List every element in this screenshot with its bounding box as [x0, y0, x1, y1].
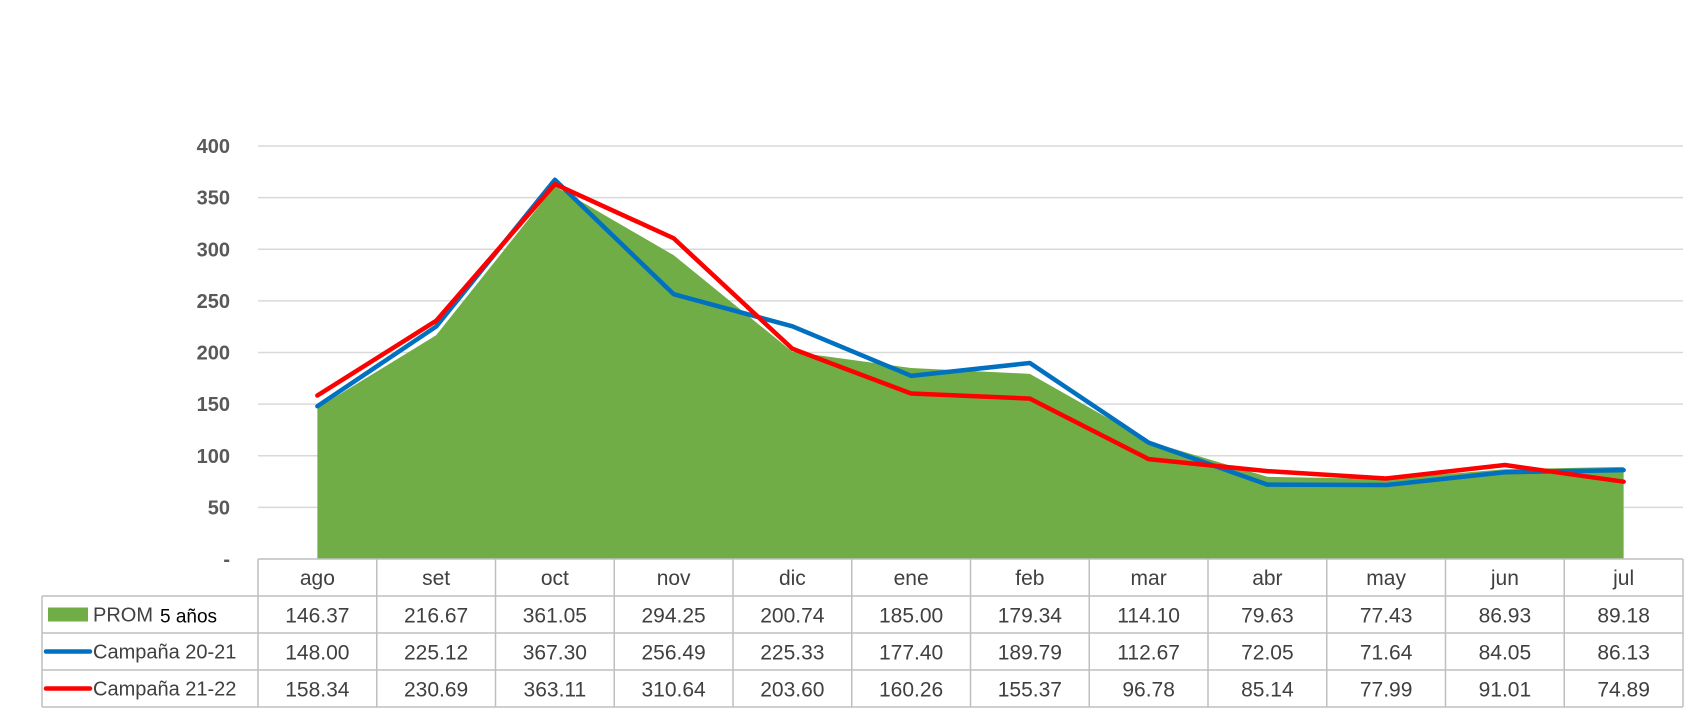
- data-label: 256.49: [642, 642, 706, 665]
- category-label: jul: [1612, 567, 1634, 590]
- data-label: 179.34: [998, 605, 1063, 628]
- data-label: 72.05: [1241, 642, 1294, 665]
- data-label: 91.01: [1479, 679, 1532, 702]
- y-tick-label: 350: [197, 188, 230, 210]
- data-label: 89.18: [1597, 605, 1650, 628]
- data-label: 225.12: [404, 642, 468, 665]
- data-label: 310.64: [642, 679, 707, 702]
- data-label: 361.05: [523, 605, 587, 628]
- data-label: 225.33: [760, 642, 824, 665]
- data-label: 77.43: [1360, 605, 1413, 628]
- category-label: mar: [1131, 567, 1167, 590]
- plot-area: [315, 177, 1626, 559]
- data-label: 79.63: [1241, 605, 1294, 628]
- series-name: Campaña 21-22: [93, 679, 236, 701]
- series-name-suffix: 5 años: [160, 607, 217, 628]
- data-label: 74.89: [1597, 679, 1650, 702]
- data-label: 112.67: [1117, 642, 1180, 665]
- data-label: 203.60: [760, 679, 824, 702]
- data-label: 85.14: [1241, 679, 1294, 702]
- data-label: 216.67: [404, 605, 468, 628]
- data-label: 86.93: [1479, 605, 1532, 628]
- y-tick-label: 150: [197, 394, 230, 416]
- data-label: 96.78: [1122, 679, 1175, 702]
- data-label: 185.00: [879, 605, 943, 628]
- category-label: set: [422, 567, 450, 590]
- series-name: PROM: [93, 605, 153, 627]
- data-label: 367.30: [523, 642, 587, 665]
- category-label: nov: [657, 567, 691, 590]
- data-table: ago set oct nov dic ene feb mar abr may jun jul PROM…: [41, 558, 1684, 708]
- legend-key-prom: [48, 607, 88, 622]
- y-tick-label: 200: [197, 343, 230, 365]
- category-label: ago: [300, 567, 335, 590]
- y-tick-label: 250: [197, 291, 230, 313]
- category-label: may: [1366, 567, 1406, 590]
- data-label: 114.10: [1117, 605, 1180, 628]
- data-label: 200.74: [760, 605, 825, 628]
- data-label: 189.79: [998, 642, 1062, 665]
- category-label: feb: [1015, 567, 1044, 590]
- y-tick-label: 300: [197, 239, 230, 261]
- category-label: dic: [779, 567, 806, 590]
- data-label: 294.25: [642, 605, 706, 628]
- line-series-campana-21-22: [315, 181, 1626, 484]
- data-label: 160.26: [879, 679, 943, 702]
- data-label: 363.11: [524, 679, 587, 702]
- data-label: 148.00: [285, 642, 349, 665]
- y-tick-label: 400: [197, 136, 230, 158]
- data-label: 77.99: [1360, 679, 1413, 702]
- data-label: 84.05: [1479, 642, 1532, 665]
- y-axis: - 50 100 150 200 250 300 350 400: [197, 136, 230, 571]
- category-label: jun: [1490, 567, 1519, 590]
- y-tick-label: -: [223, 549, 230, 571]
- y-tick-label: 50: [208, 497, 230, 519]
- y-tick-label: 100: [197, 446, 230, 468]
- area-series-prom: [317, 186, 1624, 559]
- category-label: ene: [894, 567, 929, 590]
- category-label: abr: [1252, 567, 1282, 590]
- data-label: 146.37: [285, 605, 349, 628]
- data-label: 86.13: [1597, 642, 1650, 665]
- data-label: 71.64: [1360, 642, 1413, 665]
- series-name: Campaña 20-21: [93, 642, 236, 664]
- data-label: 155.37: [998, 679, 1062, 702]
- data-label: 158.34: [285, 679, 350, 702]
- data-label: 230.69: [404, 679, 468, 702]
- category-label: oct: [541, 567, 569, 590]
- data-label: 177.40: [879, 642, 943, 665]
